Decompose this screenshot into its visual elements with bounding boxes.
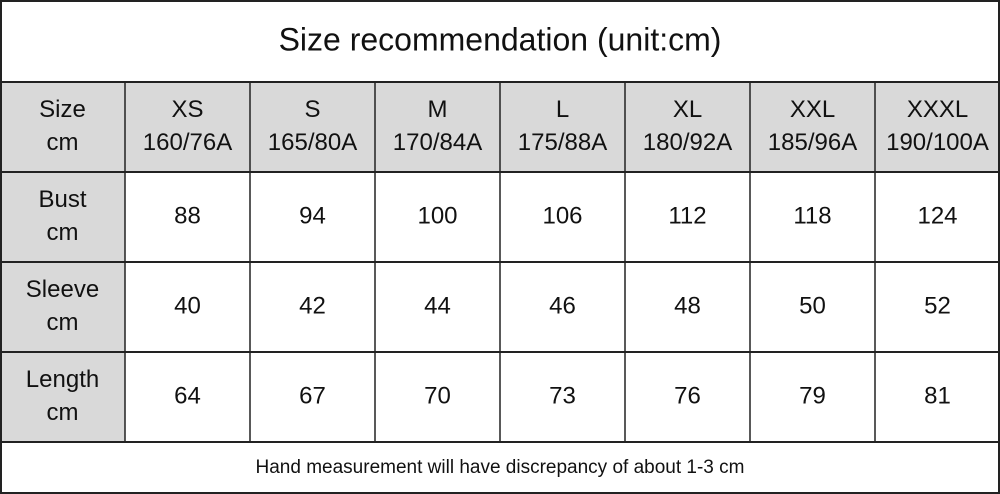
cell-text: S [304, 96, 320, 123]
cell-text: XS [171, 96, 203, 123]
cell-text: XXXL [907, 96, 968, 123]
cell-value: 70 [424, 382, 451, 409]
cell-value: 76 [674, 382, 701, 409]
table-title: Size recommendation (unit:cm) [279, 21, 722, 57]
cell-value: 118 [793, 202, 831, 229]
cell-value: 42 [299, 292, 326, 319]
cell-value: 79 [799, 382, 826, 409]
cell-text: 190/100A [886, 129, 989, 156]
label-column-bg [0, 172, 125, 442]
cell-text: L [556, 96, 569, 123]
cell-value: 100 [417, 202, 457, 229]
cell-value: 124 [917, 202, 957, 229]
cell-value: 73 [549, 382, 576, 409]
cell-value: 50 [799, 292, 826, 319]
cell-value: 81 [924, 382, 951, 409]
cell-text: cm [47, 129, 79, 156]
cell-value: 112 [668, 202, 706, 229]
cell-text: 165/80A [268, 129, 357, 156]
cell-text: Sleeve [26, 276, 99, 303]
cell-text: cm [47, 399, 79, 426]
cell-text: 185/96A [768, 129, 857, 156]
cell-text: cm [47, 309, 79, 336]
cell-value: 94 [299, 202, 326, 229]
cell-text: 180/92A [643, 129, 732, 156]
cell-text: cm [47, 219, 79, 246]
cell-text: XL [673, 96, 702, 123]
cell-value: 48 [674, 292, 701, 319]
cell-value: 52 [924, 292, 951, 319]
cell-value: 64 [174, 382, 201, 409]
cell-text: XXL [790, 96, 835, 123]
cell-text: 175/88A [518, 129, 607, 156]
cell-value: 88 [174, 202, 201, 229]
cell-text: 160/76A [143, 129, 232, 156]
cell-value: 40 [174, 292, 201, 319]
cell-text: Size [39, 96, 86, 123]
cell-text: M [428, 96, 448, 123]
cell-value: 46 [549, 292, 576, 319]
cell-text: 170/84A [393, 129, 482, 156]
cell-text: Length [26, 366, 99, 393]
cell-value: 44 [424, 292, 451, 319]
cell-text: Bust [38, 186, 86, 213]
cell-value: 106 [542, 202, 582, 229]
footer-note: Hand measurement will have discrepancy o… [256, 457, 745, 478]
cell-value: 67 [299, 382, 326, 409]
